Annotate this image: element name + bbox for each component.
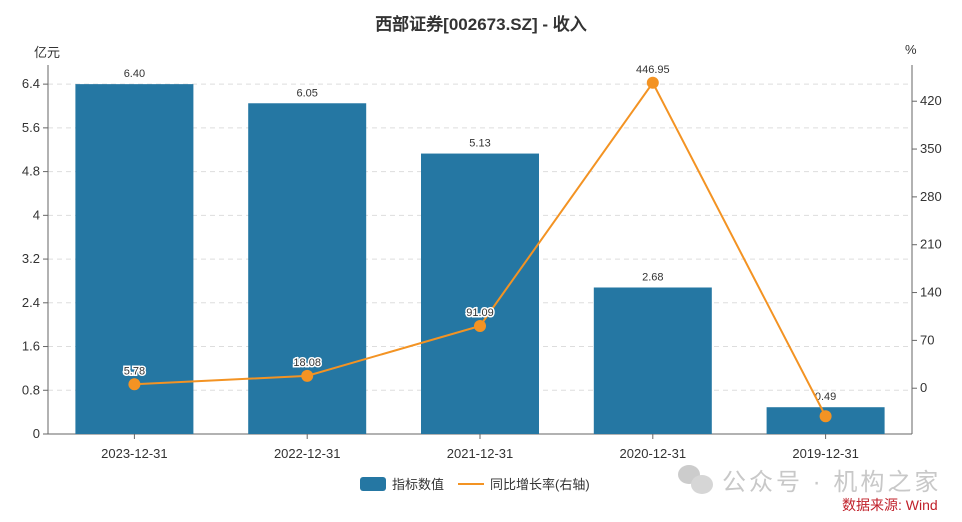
right-axis-unit: % bbox=[905, 42, 917, 57]
growth-point bbox=[646, 76, 659, 89]
bar-label: 0.49 bbox=[815, 391, 836, 403]
bar-label: 6.05 bbox=[296, 87, 317, 99]
left-tick-label: 2.4 bbox=[22, 295, 40, 310]
x-tick-label: 2020-12-31 bbox=[620, 446, 687, 461]
bar bbox=[421, 153, 539, 434]
legend-item-bar[interactable]: 指标数值 bbox=[360, 474, 444, 493]
bar-label: 2.68 bbox=[642, 271, 663, 283]
left-tick-label: 6.4 bbox=[22, 76, 40, 91]
x-tick-label: 2022-12-31 bbox=[274, 446, 341, 461]
right-tick-label: 70 bbox=[920, 332, 934, 347]
bar-label: 6.40 bbox=[124, 68, 145, 80]
growth-point bbox=[128, 378, 141, 391]
legend-bar-swatch bbox=[360, 476, 386, 491]
x-tick-label: 2023-12-31 bbox=[101, 446, 168, 461]
left-axis-unit: 亿元 bbox=[34, 45, 61, 60]
left-tick-label: 4 bbox=[33, 207, 40, 222]
growth-point bbox=[474, 319, 486, 332]
right-tick-label: 0 bbox=[920, 380, 927, 395]
growth-label: 5.78 bbox=[124, 365, 145, 377]
legend-line-swatch bbox=[458, 482, 485, 485]
chart-plot: 00.81.62.43.244.85.66.407014021028035042… bbox=[22, 62, 942, 461]
left-tick-label: 0 bbox=[33, 426, 40, 441]
right-tick-label: 420 bbox=[920, 93, 942, 108]
bar-label: 5.13 bbox=[469, 138, 490, 150]
growth-point bbox=[301, 369, 314, 382]
watermark-text: 公众号 · 机构之家 bbox=[722, 469, 942, 496]
chart-title: 西部证券[002673.SZ] - 收入 bbox=[375, 15, 587, 34]
growth-label: 18.08 bbox=[293, 357, 321, 369]
left-tick-label: 1.6 bbox=[22, 339, 40, 354]
bar bbox=[593, 287, 712, 434]
left-tick-label: 4.8 bbox=[22, 164, 40, 179]
watermark: 公众号 · 机构之家 bbox=[678, 462, 941, 497]
right-tick-label: 350 bbox=[920, 141, 942, 156]
left-tick-label: 0.8 bbox=[22, 382, 40, 397]
left-tick-label: 5.6 bbox=[22, 120, 40, 135]
legend-label: 指标数值 bbox=[392, 477, 445, 492]
right-tick-label: 140 bbox=[920, 285, 942, 300]
right-tick-label: 280 bbox=[920, 189, 942, 204]
growth-point bbox=[819, 410, 832, 423]
wechat-icon bbox=[678, 464, 714, 495]
bar bbox=[75, 84, 194, 434]
x-tick-label: 2021-12-31 bbox=[447, 446, 514, 461]
right-tick-label: 210 bbox=[920, 237, 942, 252]
growth-label: 91.09 bbox=[466, 307, 494, 319]
legend: 指标数值 同比增长率(右轴) bbox=[360, 474, 604, 493]
data-source: 数据来源: Wind bbox=[842, 497, 938, 513]
bar bbox=[248, 103, 367, 435]
x-tick-label: 2019-12-31 bbox=[792, 446, 859, 461]
legend-item-line[interactable]: 同比增长率(右轴) bbox=[458, 474, 590, 493]
left-tick-label: 3.2 bbox=[22, 251, 40, 266]
legend-label: 同比增长率(右轴) bbox=[490, 477, 590, 492]
growth-label: 446.95 bbox=[636, 64, 670, 76]
